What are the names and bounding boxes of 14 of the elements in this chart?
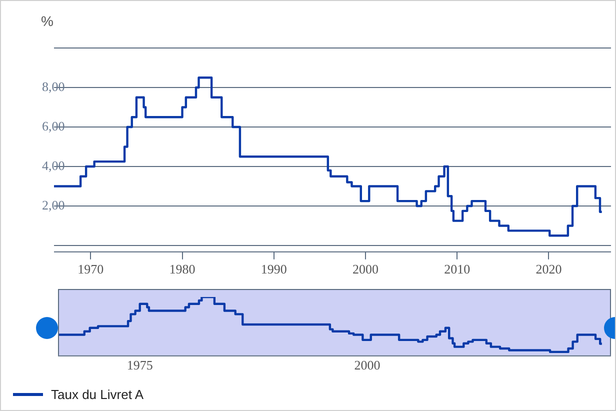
y-tick-label: 8,00 <box>42 78 65 94</box>
x-tick-label: 1980 <box>169 262 196 277</box>
legend-label: Taux du Livret A <box>51 387 144 402</box>
x-tick-label: 2020 <box>536 262 562 277</box>
y-tick-label: 4,00 <box>42 158 65 173</box>
x-tick-label: 2010 <box>444 262 470 277</box>
x-tick-label: 1970 <box>78 262 104 277</box>
x-tick-label: 1990 <box>260 262 287 277</box>
y-tick-label: 6,00 <box>42 118 65 134</box>
y-tick-label: 2,00 <box>42 197 65 212</box>
x-tick-label: 2000 <box>354 358 380 373</box>
x-tick-label: 2000 <box>352 262 378 277</box>
y-axis-title: % <box>41 13 54 29</box>
x-tick-label: 1975 <box>126 358 153 373</box>
